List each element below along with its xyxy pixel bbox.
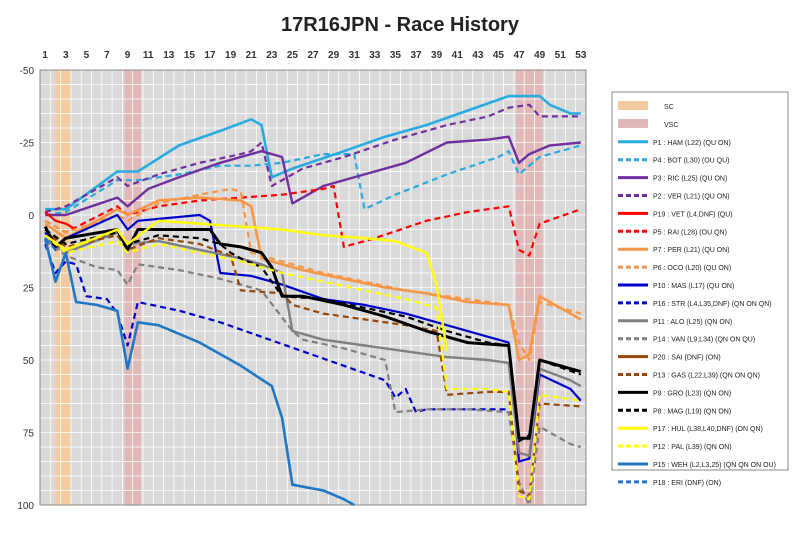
legend-label-series-2: P3 : RIC (L25) (QU ON) — [653, 176, 727, 183]
x-tick-label: 51 — [555, 50, 567, 61]
legend-label-series-19: P18 : ERI (DNF) (ON) — [653, 480, 721, 487]
series-line-17 — [44, 234, 581, 501]
y-tick-label: -50 — [20, 66, 35, 77]
x-tick-label: 3 — [63, 50, 69, 61]
x-tick-label: 11 — [143, 50, 154, 61]
legend-label-sc: SC — [664, 104, 674, 111]
x-tick-label: 53 — [575, 50, 587, 61]
x-tick-label: 33 — [369, 50, 381, 61]
series-line-13 — [44, 228, 581, 498]
y-tick-label: 100 — [17, 501, 34, 512]
x-tick-label: 27 — [307, 50, 319, 61]
chart-title: 17R16JPN - Race History — [281, 14, 519, 36]
legend-label-series-7: P6 : OCO (L20) (QU ON) — [653, 265, 731, 272]
x-tick-label: 47 — [513, 50, 525, 61]
series-line-15 — [44, 228, 582, 443]
x-tick-label: 31 — [349, 50, 361, 61]
legend-label-series-6: P7 : PER (L21) (QU ON) — [653, 247, 730, 254]
series-line-16 — [44, 219, 449, 352]
series-line-7 — [44, 187, 582, 362]
legend-label-series-3: P2 : VER (L21) (QU ON) — [653, 194, 730, 201]
legend-label-vsc: VSC — [664, 122, 678, 129]
legend-label-series-4: P19 : VET (L4,DNF) (QU) — [653, 211, 733, 218]
x-tick-label: 1 — [42, 50, 48, 61]
x-tick-label: 45 — [493, 50, 505, 61]
legend-label-series-17: P12 : PAL (L39) (QN ON) — [653, 444, 732, 451]
legend-label-series-9: P16 : STR (L4,L35,DNF) (QN ON QN) — [653, 301, 772, 308]
series-line-1 — [45, 144, 582, 217]
y-tick-label: 50 — [23, 356, 35, 367]
x-tick-label: 29 — [328, 50, 340, 61]
legend-label-series-5: P5 : RAI (L28) (OU QN) — [653, 229, 727, 236]
series-line-11 — [44, 240, 582, 507]
series-line-6 — [44, 196, 582, 362]
series-line-19 — [44, 237, 57, 251]
series-line-18 — [43, 237, 355, 507]
x-tick-label: 35 — [390, 50, 402, 61]
x-tick-label: 39 — [431, 50, 443, 61]
x-tick-label: 25 — [287, 50, 299, 61]
legend-label-series-13: P13 : GAS (L22,L39) (QN ON QN) — [653, 373, 760, 380]
x-tick-label: 13 — [163, 50, 175, 61]
legend-swatch-sc — [618, 101, 648, 110]
legend-label-series-18: P15 : WEH (L2,L3,25) (QN QN ON OU) — [653, 462, 776, 469]
legend-label-series-11: P14 : VAN (L9,L34) (QN ON QU) — [653, 337, 755, 344]
x-tick-label: 5 — [84, 50, 90, 61]
legend: SC VSC P1 : HAM (L22) (QU ON) P4 : BOT (L30… — [611, 91, 789, 487]
series-line-4 — [44, 211, 77, 231]
y-tick-label: 75 — [23, 429, 35, 440]
legend-label-series-14: P9 : GRO (L23) (QN ON) — [653, 390, 731, 397]
x-tick-label: 15 — [184, 50, 196, 61]
series-line-9 — [44, 243, 509, 414]
legend-swatch-vsc — [618, 118, 648, 128]
legend-label-series-10: P11 : ALO (L25) (QN ON) — [653, 319, 732, 326]
series-line-2 — [45, 135, 581, 217]
x-tick-label: 43 — [472, 50, 484, 61]
legend-label-series-12: P20 : SAI (DNF) (ON) — [653, 355, 721, 362]
y-tick-label: 0 — [28, 211, 34, 222]
legend-box — [611, 91, 789, 471]
legend-label-series-16: P17 : HUL (L38,L40,DNF) (ON QN) — [653, 426, 763, 433]
y-tick-label: 25 — [23, 284, 35, 295]
x-tick-label: 7 — [104, 50, 110, 61]
legend-label-series-8: P10 : MAS (L17) (QU ON) — [653, 283, 734, 290]
x-tick-label: 17 — [204, 50, 216, 61]
legend-label-series-1: P4 : BOT (L30) (OU QU) — [653, 158, 730, 165]
plot-border — [39, 69, 587, 506]
series-line-8 — [44, 213, 582, 463]
plot-area: 1 3 5 7 9 11 13 15 17 19 21 23 25 27 29 31 33 35 37 39 41 43 4… — [17, 50, 587, 512]
series-line-3 — [44, 103, 581, 214]
x-tick-label: 49 — [534, 50, 546, 61]
x-tick-label: 19 — [225, 50, 237, 61]
series-line-0 — [45, 94, 581, 211]
x-tick-label: 21 — [246, 50, 258, 61]
series-line-10 — [44, 231, 582, 457]
legend-label-series-0: P1 : HAM (L22) (QU ON) — [653, 140, 731, 147]
x-tick-label: 37 — [410, 50, 422, 61]
x-tick-label: 23 — [266, 50, 278, 61]
x-tick-label: 41 — [452, 50, 464, 61]
y-tick-label: -25 — [20, 139, 35, 150]
x-tick-label: 9 — [125, 50, 131, 61]
legend-label-series-15: P8 : MAG (L19) (QN ON) — [653, 408, 731, 415]
